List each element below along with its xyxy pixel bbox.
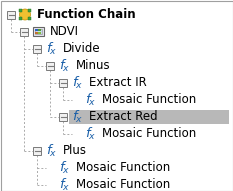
Bar <box>28 17 31 20</box>
Text: Mosaic Function: Mosaic Function <box>76 161 170 174</box>
Text: Minus: Minus <box>76 59 111 72</box>
Text: Mosaic Function: Mosaic Function <box>102 127 196 140</box>
Bar <box>19 9 22 12</box>
Text: NDVI: NDVI <box>50 25 79 38</box>
Circle shape <box>20 9 31 20</box>
Bar <box>34 29 41 34</box>
Bar <box>38 32 41 34</box>
Bar <box>32 27 44 36</box>
Bar <box>59 79 67 87</box>
Text: $\mathit{f}_{\!\mathit{x}}$: $\mathit{f}_{\!\mathit{x}}$ <box>59 176 69 191</box>
Bar <box>59 112 67 121</box>
Bar <box>19 17 22 20</box>
Text: $\mathit{f}_{\!\mathit{x}}$: $\mathit{f}_{\!\mathit{x}}$ <box>46 142 56 159</box>
Text: $\mathit{f}_{\!\mathit{x}}$: $\mathit{f}_{\!\mathit{x}}$ <box>46 40 56 57</box>
Text: $\mathit{f}_{\!\mathit{x}}$: $\mathit{f}_{\!\mathit{x}}$ <box>85 91 95 108</box>
Bar <box>69 109 229 124</box>
Text: Divide: Divide <box>63 42 101 55</box>
Text: Function Chain: Function Chain <box>37 8 136 21</box>
Text: Mosaic Function: Mosaic Function <box>102 93 196 106</box>
Text: Mosaic Function: Mosaic Function <box>76 178 170 191</box>
Bar <box>7 11 15 19</box>
Bar <box>33 45 41 53</box>
Bar <box>20 28 28 36</box>
Text: $\mathit{f}_{\!\mathit{x}}$: $\mathit{f}_{\!\mathit{x}}$ <box>59 159 69 176</box>
Bar <box>35 29 38 31</box>
Text: $\mathit{f}_{\!\mathit{x}}$: $\mathit{f}_{\!\mathit{x}}$ <box>85 125 95 142</box>
Text: Plus: Plus <box>63 144 87 157</box>
Bar <box>38 29 41 31</box>
Text: Extract Red: Extract Red <box>89 110 158 123</box>
Text: $\mathit{f}_{\!\mathit{x}}$: $\mathit{f}_{\!\mathit{x}}$ <box>59 57 69 74</box>
Bar <box>46 62 54 70</box>
Bar <box>33 146 41 155</box>
Text: Extract IR: Extract IR <box>89 76 147 89</box>
Text: $\mathit{f}_{\!\mathit{x}}$: $\mathit{f}_{\!\mathit{x}}$ <box>72 108 82 125</box>
Bar <box>28 9 31 12</box>
Bar <box>35 32 38 34</box>
Text: $\mathit{f}_{\!\mathit{x}}$: $\mathit{f}_{\!\mathit{x}}$ <box>72 74 82 91</box>
